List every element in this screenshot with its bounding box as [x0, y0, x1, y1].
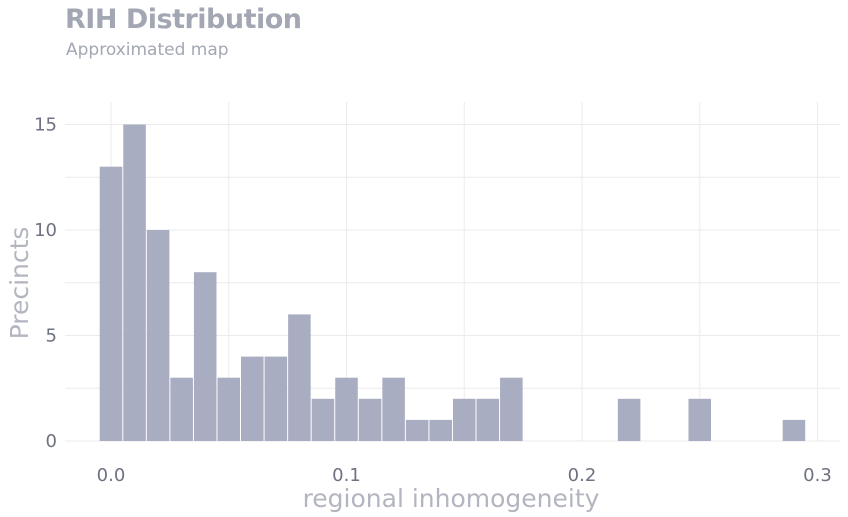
- chart-subtitle: Approximated map: [66, 40, 229, 60]
- x-tick-label: 0.0: [97, 465, 126, 486]
- histogram-bar: [358, 398, 382, 441]
- histogram-bar: [782, 419, 806, 441]
- histogram-bar: [382, 377, 405, 441]
- histogram-bar: [452, 398, 476, 441]
- histogram-bar: [217, 377, 241, 441]
- y-tick-label: 15: [34, 115, 57, 136]
- histogram-bar: [500, 377, 523, 441]
- histogram-bar: [193, 272, 217, 441]
- histogram-bar: [476, 398, 500, 441]
- histogram-bar: [335, 377, 358, 441]
- histogram-bar: [617, 398, 641, 441]
- y-tick-label: 5: [46, 326, 57, 347]
- histogram-bar: [99, 166, 123, 441]
- histogram-bar: [241, 356, 264, 441]
- y-axis-title: Precincts: [5, 227, 34, 340]
- y-tick-label: 0: [46, 431, 57, 452]
- histogram-bar: [146, 230, 170, 441]
- histogram-bar: [429, 419, 452, 441]
- x-tick-labels: 0.0 0.1 0.2 0.3: [97, 465, 832, 486]
- chart-title: RIH Distribution: [65, 4, 302, 35]
- y-tick-label: 10: [34, 220, 57, 241]
- histogram-bar: [311, 398, 335, 441]
- x-tick-label: 0.2: [568, 465, 597, 486]
- histogram-bar: [170, 377, 193, 441]
- y-tick-labels: 0 5 10 15: [34, 115, 57, 453]
- histogram-bar: [288, 314, 311, 441]
- histogram-bar: [264, 356, 288, 441]
- histogram-bar: [688, 398, 712, 441]
- histogram-bar: [405, 419, 429, 441]
- x-tick-label: 0.3: [803, 465, 832, 486]
- bars: [99, 124, 806, 441]
- histogram-bar: [123, 124, 146, 441]
- x-tick-label: 0.1: [332, 465, 361, 486]
- x-axis-title: regional inhomogeneity: [303, 484, 600, 513]
